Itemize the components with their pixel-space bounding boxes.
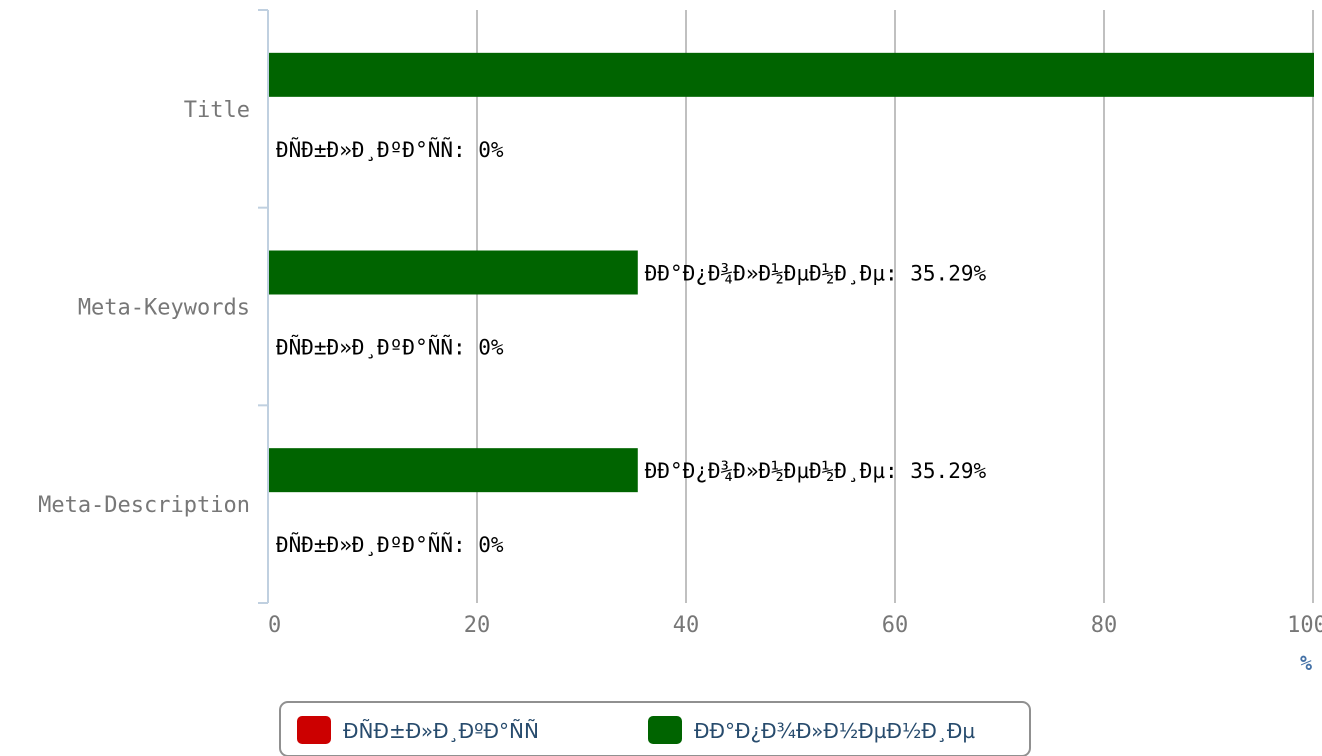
data-label: ÐÑÐ±Ð»Ð¸ÐºÐ°ÑÑ: 0% (276, 531, 504, 557)
data-label: ÐÐ°Ð¿Ð¾Ð»Ð½ÐµÐ½Ð¸Ðµ: 35.29% (645, 262, 987, 286)
x-tick-label: 20 (464, 613, 491, 638)
category-label: Title (184, 98, 250, 123)
data-labels: ÐÑÐ±Ð»Ð¸ÐºÐ°ÑÑ: 0% ÐÑÐ±Ð»Ð¸ÐºÐ°ÑÑ: 0% ÐÐ°Ð… (276, 136, 987, 557)
bars (269, 52, 1314, 493)
x-tick-label: 100 (1287, 613, 1322, 638)
bar-green[interactable] (269, 52, 1314, 97)
legend-items[interactable]: ÐÑÐ±Ð»Ð¸ÐºÐ°ÑÑ ÐÐ°Ð¿Ð¾Ð»Ð½ÐµÐ½Ð¸Ðµ (297, 716, 975, 744)
legend-swatch (297, 716, 331, 744)
data-label: ÐÑÐ±Ð»Ð¸ÐºÐ°ÑÑ: 0% (276, 334, 504, 360)
bar-green[interactable] (269, 250, 638, 295)
category-label: Meta-Description (38, 493, 250, 518)
legend-item[interactable]: ÐÐ°Ð¿Ð¾Ð»Ð½ÐµÐ½Ð¸Ðµ (648, 716, 975, 744)
grid-lines (476, 10, 1314, 603)
value-axis-tick-labels: 0 20 40 60 80 100 (268, 613, 1322, 638)
x-tick-label: 80 (1091, 613, 1118, 638)
legend-label: ÐÐ°Ð¿Ð¾Ð»Ð½ÐµÐ½Ð¸Ðµ (694, 719, 975, 743)
category-labels: Title Meta-Keywords Meta-Description (38, 98, 250, 518)
category-label: Meta-Keywords (78, 296, 250, 321)
legend-label: ÐÑÐ±Ð»Ð¸ÐºÐ°ÑÑ (343, 719, 539, 743)
legend-item[interactable]: ÐÑÐ±Ð»Ð¸ÐºÐ°ÑÑ (297, 716, 539, 744)
data-label: ÐÑÐ±Ð»Ð¸ÐºÐ°ÑÑ: 0% (276, 136, 504, 162)
x-tick-label: 60 (882, 613, 909, 638)
category-axis-ticks (258, 9, 268, 604)
legend-swatch (648, 716, 682, 744)
bar-green[interactable] (269, 448, 638, 493)
value-axis-unit: % (1300, 651, 1312, 675)
legend[interactable]: ÐÑÐ±Ð»Ð¸ÐºÐ°ÑÑ ÐÐ°Ð¿Ð¾Ð»Ð½ÐµÐ½Ð¸Ðµ (279, 701, 1031, 756)
data-label: ÐÐ°Ð¿Ð¾Ð»Ð½ÐµÐ½Ð¸Ðµ: 35.29% (645, 459, 987, 483)
x-tick-label: 0 (268, 613, 281, 638)
x-tick-label: 40 (673, 613, 700, 638)
